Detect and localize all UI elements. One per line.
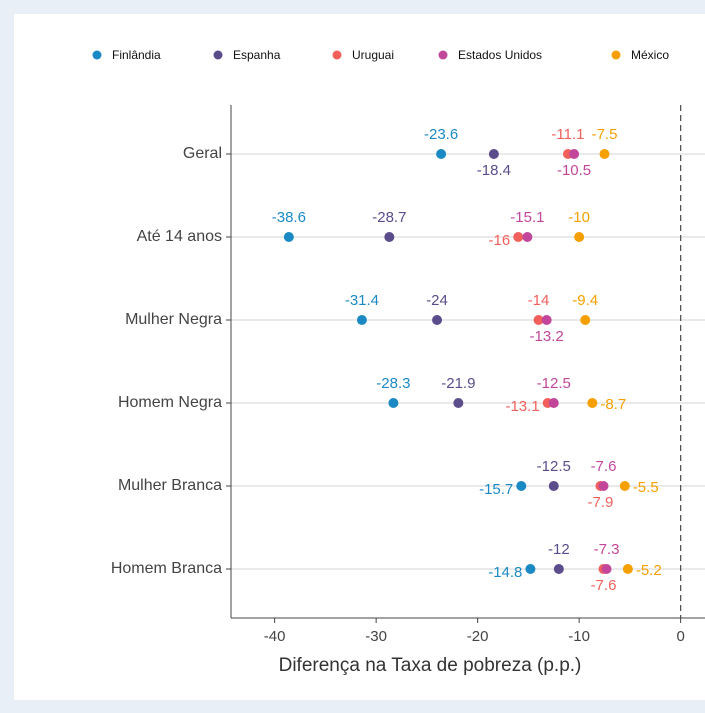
data-label: -7.6 bbox=[591, 577, 617, 594]
x-tick-label: -40 bbox=[264, 628, 286, 645]
x-tick-label: -30 bbox=[365, 628, 387, 645]
x-tick-label: -20 bbox=[467, 628, 489, 645]
dot bbox=[283, 232, 294, 242]
data-label: -38.6 bbox=[272, 209, 306, 226]
y-tick-label: Mulher Branca bbox=[118, 477, 222, 494]
dot bbox=[432, 315, 443, 325]
dot bbox=[548, 398, 559, 408]
data-label: -7.9 bbox=[588, 494, 614, 511]
panel bbox=[14, 14, 705, 700]
y-tick-label: Mulher Negra bbox=[125, 311, 222, 328]
dot bbox=[599, 149, 610, 159]
dot bbox=[598, 481, 609, 491]
dot bbox=[574, 232, 585, 242]
data-label: -14 bbox=[528, 292, 550, 309]
data-label: -7.3 bbox=[594, 541, 620, 558]
dot bbox=[580, 315, 591, 325]
x-tick-label: 0 bbox=[676, 628, 684, 645]
data-label: -16 bbox=[489, 232, 511, 249]
x-axis-label: Diferença na Taxa de pobreza (p.p.) bbox=[279, 655, 582, 676]
dot bbox=[622, 564, 633, 574]
legend-label: México bbox=[631, 48, 669, 62]
legend-label: Uruguai bbox=[352, 48, 394, 62]
data-label: -28.3 bbox=[376, 375, 410, 392]
dot bbox=[619, 481, 630, 491]
data-label: -7.6 bbox=[591, 458, 617, 475]
legend-swatch bbox=[611, 50, 621, 60]
data-label: -15.7 bbox=[479, 481, 513, 498]
dot bbox=[548, 481, 559, 491]
y-tick-label: Homem Branca bbox=[111, 560, 222, 577]
legend-swatch bbox=[92, 50, 102, 60]
data-label: -21.9 bbox=[441, 375, 475, 392]
data-label: -13.1 bbox=[505, 398, 539, 415]
data-label: -7.5 bbox=[592, 126, 618, 143]
dot bbox=[587, 398, 598, 408]
legend-swatch bbox=[438, 50, 448, 60]
data-label: -5.2 bbox=[636, 562, 662, 579]
dot bbox=[513, 232, 524, 242]
x-tick-label: -10 bbox=[568, 628, 590, 645]
data-label: -23.6 bbox=[424, 126, 458, 143]
data-label: -12 bbox=[548, 541, 570, 558]
dot bbox=[516, 481, 527, 491]
dot bbox=[522, 232, 533, 242]
data-label: -8.7 bbox=[600, 396, 626, 413]
dot bbox=[436, 149, 447, 159]
legend-label: Espanha bbox=[233, 48, 281, 62]
data-label: -15.1 bbox=[510, 209, 544, 226]
data-label: -28.7 bbox=[372, 209, 406, 226]
dot bbox=[488, 149, 499, 159]
dot bbox=[553, 564, 564, 574]
legend-swatch bbox=[213, 50, 223, 60]
dot bbox=[533, 315, 544, 325]
data-label: -13.2 bbox=[530, 328, 564, 345]
data-label: -14.8 bbox=[488, 564, 522, 581]
legend-label: Finlândia bbox=[112, 48, 161, 62]
dot bbox=[356, 315, 367, 325]
data-label: -9.4 bbox=[572, 292, 598, 309]
data-label: -31.4 bbox=[345, 292, 379, 309]
dot bbox=[388, 398, 399, 408]
y-tick-label: Geral bbox=[183, 145, 222, 162]
dot bbox=[525, 564, 536, 574]
data-label: -5.5 bbox=[633, 479, 659, 496]
y-tick-label: Homem Negra bbox=[118, 394, 222, 411]
data-label: -12.5 bbox=[537, 458, 571, 475]
data-label: -10.5 bbox=[557, 162, 591, 179]
legend-swatch bbox=[332, 50, 342, 60]
dot bbox=[601, 564, 612, 574]
legend-label: Estados Unidos bbox=[458, 48, 542, 62]
data-label: -24 bbox=[426, 292, 448, 309]
dot bbox=[384, 232, 395, 242]
data-label: -11.1 bbox=[551, 126, 584, 143]
data-label: -12.5 bbox=[537, 375, 571, 392]
dot bbox=[453, 398, 464, 408]
y-tick-label: Até 14 anos bbox=[137, 228, 222, 245]
dot bbox=[541, 315, 552, 325]
data-label: -10 bbox=[568, 209, 590, 226]
dot bbox=[569, 149, 580, 159]
data-label: -18.4 bbox=[477, 162, 511, 179]
